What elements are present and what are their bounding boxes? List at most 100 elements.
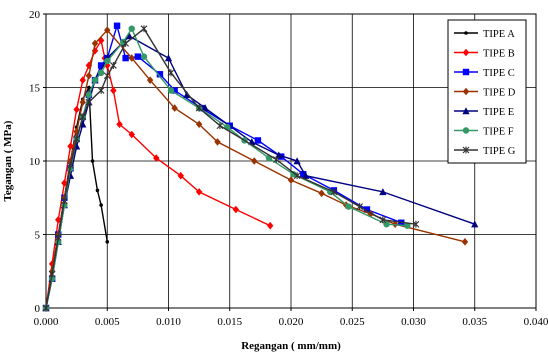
data-point-tipe-b	[79, 76, 86, 84]
data-point-tipe-f	[104, 57, 111, 65]
x-tick-label: 0.035	[462, 316, 487, 328]
legend-item-tipe-c: TIPE C	[454, 68, 515, 79]
legend-label: TIPE E	[483, 107, 514, 118]
data-point-tipe-a	[105, 240, 110, 244]
data-point-tipe-b	[91, 46, 99, 55]
legend-swatch-marker	[464, 31, 468, 35]
x-tick-label: 0.010	[156, 316, 181, 328]
y-tick-label: 5	[35, 230, 41, 242]
legend-item-tipe-g: TIPE G	[454, 146, 516, 157]
y-tick-label: 10	[29, 156, 41, 168]
data-point-tipe-f	[128, 25, 135, 32]
data-point-tipe-e	[302, 171, 310, 179]
data-point-tipe-g	[379, 216, 387, 224]
data-point-tipe-a	[95, 188, 100, 193]
legend-label: TIPE B	[483, 49, 515, 60]
data-point-tipe-b	[116, 120, 123, 129]
data-point-tipe-b	[97, 36, 105, 45]
legend-item-tipe-d: TIPE D	[454, 88, 516, 99]
data-point-tipe-c	[113, 22, 121, 29]
x-tick-label: 0.025	[340, 316, 365, 328]
data-point-tipe-a	[90, 159, 95, 163]
data-point-tipe-b	[73, 105, 80, 114]
data-point-tipe-c	[122, 54, 129, 62]
data-point-tipe-g	[60, 197, 68, 205]
data-point-tipe-g	[330, 188, 338, 196]
data-point-tipe-g	[42, 304, 50, 312]
data-point-tipe-b	[67, 142, 74, 151]
data-point-tipe-g	[122, 39, 130, 47]
series-line-tipe-b	[45, 38, 271, 309]
data-point-tipe-g	[216, 122, 224, 130]
tick-labels: 0.000 0.005 0.010 0.015 0.020 0.025 0.030 0.035…	[29, 9, 548, 328]
data-point-tipe-c	[300, 171, 307, 178]
data-point-tipe-b	[232, 205, 240, 214]
legend-swatch-marker	[462, 68, 470, 76]
data-point-tipe-b	[55, 216, 62, 224]
data-point-tipe-d	[91, 39, 99, 48]
legend-item-tipe-f: TIPE F	[454, 127, 514, 138]
data-point-tipe-g	[293, 172, 301, 180]
data-point-tipe-e	[125, 32, 133, 40]
data-point-tipe-g	[412, 220, 420, 228]
data-point-tipe-d	[79, 98, 86, 106]
data-point-tipe-e	[471, 220, 479, 228]
legend-swatch-marker	[462, 107, 470, 115]
data-point-tipe-e	[201, 104, 209, 112]
data-point-tipe-g	[54, 233, 62, 241]
legend-label: TIPE D	[483, 88, 516, 99]
data-point-tipe-e	[293, 157, 301, 165]
data-point-tipe-e	[183, 91, 191, 99]
data-point-tipe-g	[97, 86, 105, 94]
data-point-tipe-d	[367, 210, 374, 218]
legend-item-tipe-e: TIPE E	[454, 107, 514, 118]
data-point-tipe-d	[214, 138, 221, 146]
data-point-tipe-d	[287, 176, 295, 184]
data-point-tipe-b	[195, 188, 203, 196]
y-axis-title: Tegangan ( MPa)	[2, 120, 14, 201]
data-point-tipe-b	[153, 154, 160, 162]
x-tick-label: 0.020	[279, 316, 304, 328]
data-point-tipe-b	[177, 171, 184, 180]
data-point-tipe-g	[73, 135, 81, 143]
data-point-tipe-b	[266, 221, 274, 230]
data-point-tipe-a	[87, 85, 91, 90]
data-point-tipe-d	[318, 189, 325, 198]
data-point-tipe-g	[140, 25, 148, 33]
data-point-tipe-b	[128, 130, 135, 139]
y-tick-label: 0	[35, 303, 41, 315]
data-point-tipe-f	[97, 69, 105, 77]
series-line-tipe-g	[45, 27, 416, 309]
data-point-tipe-d	[461, 238, 469, 246]
data-point-tipe-f	[404, 222, 411, 229]
data-point-tipe-g	[195, 104, 203, 112]
data-point-tipe-g	[103, 72, 111, 80]
legend-label: TIPE F	[483, 127, 514, 138]
data-point-tipe-g	[109, 61, 117, 69]
data-point-tipe-b	[110, 86, 117, 95]
legend-swatch-marker	[462, 48, 470, 57]
x-tick-label: 0.040	[524, 316, 548, 328]
data-point-tipe-g	[272, 156, 280, 164]
data-point-tipe-g	[48, 270, 56, 278]
data-point-tipe-c	[156, 71, 164, 78]
legend-swatch-marker	[462, 146, 470, 154]
x-axis-title: Regangan ( mm/mm)	[241, 340, 341, 352]
data-series	[42, 22, 479, 312]
legend: TIPE A TIPE B TIPE C TIPE D TIPE E TIPE F TIPE…	[447, 19, 527, 164]
y-tick-label: 15	[29, 83, 41, 95]
data-point-tipe-c	[134, 53, 142, 60]
data-point-tipe-d	[85, 71, 93, 80]
data-point-tipe-c	[254, 137, 262, 144]
data-point-tipe-e	[164, 54, 173, 62]
data-point-tipe-f	[167, 87, 175, 94]
data-point-tipe-g	[167, 69, 175, 77]
data-point-tipe-d	[146, 76, 154, 84]
data-point-tipe-c	[97, 62, 105, 69]
x-tick-label: 0.000	[34, 316, 59, 328]
series-tipe-g	[42, 25, 420, 312]
legend-items: TIPE A TIPE B TIPE C TIPE D TIPE E TIPE F TIPE…	[454, 29, 516, 157]
legend-item-tipe-a: TIPE A	[454, 29, 515, 40]
